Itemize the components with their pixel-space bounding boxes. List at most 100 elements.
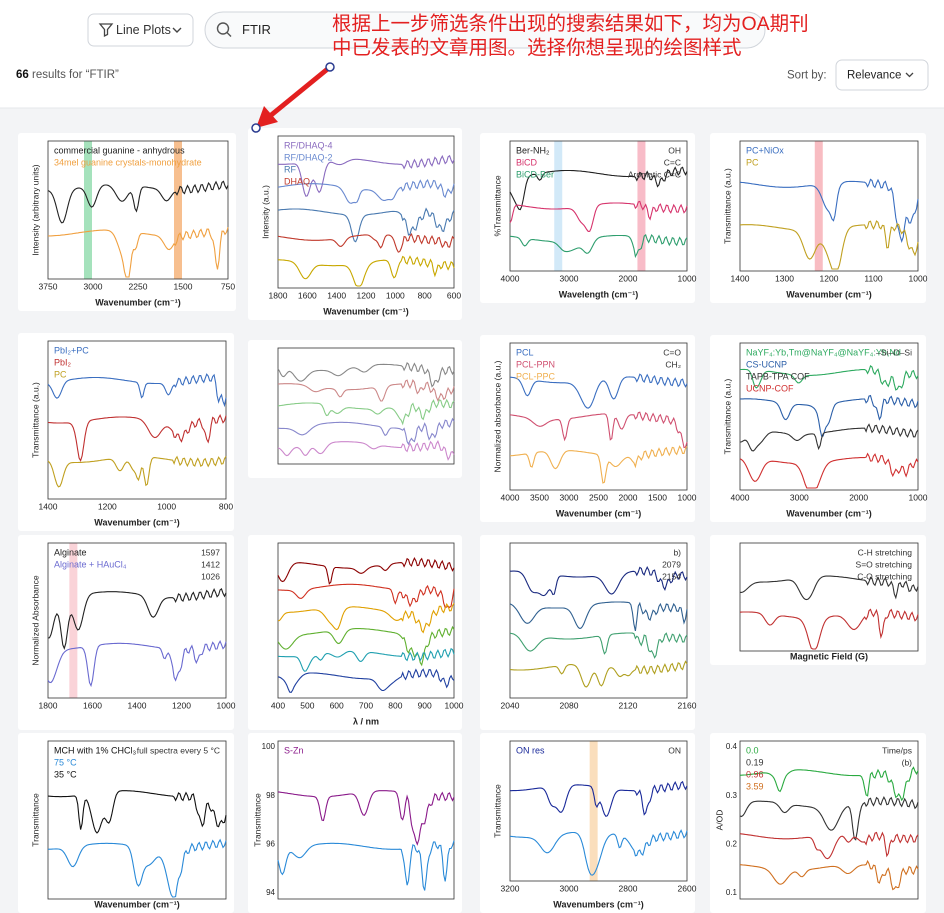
spectrum-curve xyxy=(739,423,919,452)
x-tick-label: 4000 xyxy=(501,492,520,502)
card-bg xyxy=(710,335,926,522)
result-card[interactable]: Alginate Alginate + HAuCl₄ 1597 1412 1026 180… xyxy=(18,535,236,730)
spectrum-curve xyxy=(277,647,455,672)
annotation-label: ON xyxy=(668,745,681,755)
spectrum-curve xyxy=(47,790,227,834)
spectrum-curve xyxy=(277,361,455,388)
spectrum-curve xyxy=(277,398,455,426)
annotation-label: (b) xyxy=(902,757,913,767)
result-card[interactable]: 0.0 0.19 0.96 3.59 Time/ps (b) 0.4 0.3 0.2 0.1 A/O… xyxy=(710,733,926,913)
spectrum-curve xyxy=(509,601,688,632)
x-tick-label: 1600 xyxy=(298,290,317,300)
plot-frame xyxy=(47,340,227,500)
card-bg xyxy=(248,340,462,478)
spectrum-curve xyxy=(47,180,229,224)
spectrum-curve xyxy=(739,766,919,802)
x-tick-label: 1200 xyxy=(98,501,117,511)
legend-entry: Alginate xyxy=(54,547,87,557)
search-box[interactable]: FTIR xyxy=(204,11,766,49)
spectrum-curve xyxy=(739,859,919,891)
x-tick-label: 1200 xyxy=(172,700,191,710)
legend-entry: MCH with 1% CHCl₃ xyxy=(54,745,137,755)
x-axis-label: Wavenumber (cm⁻¹) xyxy=(786,289,871,299)
result-card[interactable]: b) 2079 2154 2040 2080 2120 2160 xyxy=(480,535,697,730)
annotation-label: full spectra every 5 °C xyxy=(137,745,220,755)
result-card[interactable]: C-H stretching S=O stretching C-O stretchi… xyxy=(710,535,926,665)
highlight-band xyxy=(69,543,78,698)
x-axis-label: Wavenumbers (cm⁻¹) xyxy=(553,899,643,909)
x-tick-label: 1300 xyxy=(775,273,794,283)
x-tick-label: 2600 xyxy=(678,883,697,893)
annotation-label: 1597 xyxy=(201,547,220,557)
spectrum-curve xyxy=(277,583,455,609)
result-card[interactable]: PbI₂+PC PbI₂ PC 1400 1200 1000 800 Wavenumber (… xyxy=(18,333,234,531)
legend-entry: S-Zn xyxy=(284,745,304,755)
x-tick-label: 500 xyxy=(300,700,314,710)
x-tick-label: 3000 xyxy=(560,492,579,502)
result-card[interactable]: Ber-NH₂ BiCD BiCD-Ber OH C=C Aromatic C=C 4000… xyxy=(480,133,697,303)
annotation-label: b) xyxy=(673,547,681,557)
result-card[interactable]: RF/DHAQ-4 RF/DHAQ-2 RF DHAQ 1800 1600 1400 1200… xyxy=(248,128,462,320)
spectrum-curve xyxy=(277,179,455,204)
card-bg xyxy=(480,335,695,522)
spectrum-curve xyxy=(277,790,455,846)
result-card[interactable]: PCL PCL-PPN PCL-PPC C=O CH₂ 4000 3500 3000 2500 2… xyxy=(480,335,697,522)
x-tick-label: 900 xyxy=(418,700,432,710)
x-tick-label: 2160 xyxy=(678,700,697,710)
spectrum-curve xyxy=(739,575,919,601)
x-tick-label: 1400 xyxy=(39,501,58,511)
plot-frame xyxy=(739,542,919,652)
spectrum-curve xyxy=(277,440,455,461)
x-axis-label: Wavenumber (cm⁻¹) xyxy=(556,508,641,518)
highlight-band xyxy=(174,141,182,279)
legend-entry: PbI₂+PC xyxy=(54,345,89,355)
plot-frame xyxy=(739,342,919,491)
legend-entry: BiCD xyxy=(516,157,538,167)
spectrum-curve xyxy=(47,455,227,488)
result-card[interactable]: ON res ON 3200 3000 2800 2600 Wavenumbers (cm⁻… xyxy=(480,733,697,913)
x-tick-label: 1800 xyxy=(269,290,288,300)
x-tick-label: 800 xyxy=(219,501,233,511)
spectrum-curve xyxy=(47,640,227,688)
y-axis-label: %Transmittance xyxy=(492,175,502,236)
annotation-label: 1412 xyxy=(201,559,220,569)
legend-entry: RF/DHAQ-4 xyxy=(284,140,333,150)
spectrum-curve xyxy=(509,166,688,211)
legend-entry: 0.0 xyxy=(746,745,759,755)
x-tick-label: 750 xyxy=(221,281,235,291)
x-tick-label: 1200 xyxy=(820,273,839,283)
result-card[interactable]: commercial guanine - anhydrous 34mel guan… xyxy=(18,133,236,311)
result-card[interactable]: 400 500 600 700 800 900 1000 λ / nm xyxy=(248,535,464,730)
y-tick-label: 96 xyxy=(266,839,275,848)
card-bg xyxy=(480,535,695,730)
result-card[interactable]: S-Zn 100 98 96 94 Transmittance xyxy=(248,733,462,913)
legend-entry: commercial guanine - anhydrous xyxy=(54,145,185,155)
legend-entry: NaYF₄:Yb,Tm@NaYF₄@NaYF₄:Yb,Nd xyxy=(746,347,901,357)
annotation-label: OH xyxy=(668,145,681,155)
spectrum-curve xyxy=(739,394,919,437)
x-tick-label: 3000 xyxy=(84,281,103,291)
y-axis-label: Normalized absorbance (a.u.) xyxy=(492,360,502,472)
x-tick-label: 1000 xyxy=(909,273,928,283)
y-axis-label: A/OD xyxy=(714,810,724,831)
x-axis-label: Wavelength (cm⁻¹) xyxy=(559,289,638,299)
result-card[interactable]: MCH with 1% CHCl₃ 75 °C 35 °C full spectra … xyxy=(18,733,234,913)
legend-entry: RF/DHAQ-2 xyxy=(284,152,333,162)
result-card[interactable]: NaYF₄:Yb,Tm@NaYF₄@NaYF₄:Yb,Nd CS-UCNP TAPB… xyxy=(710,335,928,522)
spectrum-curve xyxy=(277,556,455,585)
spectrum-curve xyxy=(277,232,455,253)
x-tick-label: 1500 xyxy=(174,281,193,291)
spectrum-curve xyxy=(739,795,919,841)
result-card[interactable] xyxy=(248,340,462,478)
card-bg xyxy=(710,535,926,665)
result-card[interactable]: PC+NiOx PC 1400 1300 1200 1100 1000 Wavenumber … xyxy=(710,133,928,303)
filter-button[interactable]: Line Plots xyxy=(87,13,194,47)
annotation-line: 中已发表的文章用图。选择你想呈现的绘图样式 xyxy=(332,37,742,59)
legend-entry: PCL xyxy=(516,347,534,357)
x-tick-label: 2040 xyxy=(501,700,520,710)
legend-entry: BiCD-Ber xyxy=(516,169,554,179)
card-bg xyxy=(710,733,926,913)
sort-select[interactable]: Relevance xyxy=(835,59,929,91)
legend-entry: 0.19 xyxy=(746,757,764,767)
